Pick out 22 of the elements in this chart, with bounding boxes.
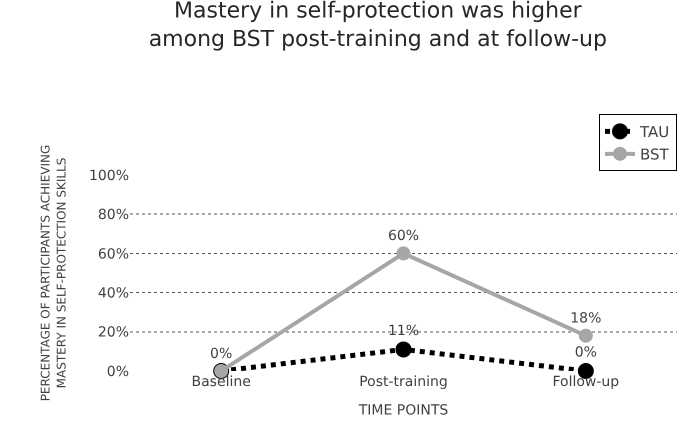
x-tick-label: Follow-up xyxy=(552,374,620,390)
legend-label: TAU xyxy=(639,123,670,142)
point xyxy=(396,246,410,260)
data-label: 0% xyxy=(574,344,597,360)
y-axis-title: PERCENTAGE OF PARTICIPANTS ACHIEVING MASTERY IN SELF-PROTECTION SKILLS xyxy=(38,144,68,402)
x-axis-title: TIME POINTS xyxy=(358,402,448,418)
point xyxy=(578,328,593,343)
y-tick-label: 60% xyxy=(98,246,129,262)
x-tick-label: Post-training xyxy=(359,374,448,390)
y-tick-label: 20% xyxy=(98,324,129,341)
data-label: 60% xyxy=(388,228,420,244)
x-tick-label: Baseline xyxy=(191,374,251,390)
y-tick-label: 80% xyxy=(98,207,129,224)
y-tick-label: 40% xyxy=(98,286,129,302)
data-label: 18% xyxy=(570,310,602,326)
data-label: 11% xyxy=(388,322,420,339)
chart-title: Mastery in self-protection was higher among BST post-training and at follow-up xyxy=(148,0,607,52)
point xyxy=(396,341,412,358)
y-tick-label: 0% xyxy=(106,364,129,380)
legend-label: BST xyxy=(640,146,670,164)
data-label: 0% xyxy=(210,346,232,362)
y-tick-label: 100% xyxy=(88,168,129,184)
